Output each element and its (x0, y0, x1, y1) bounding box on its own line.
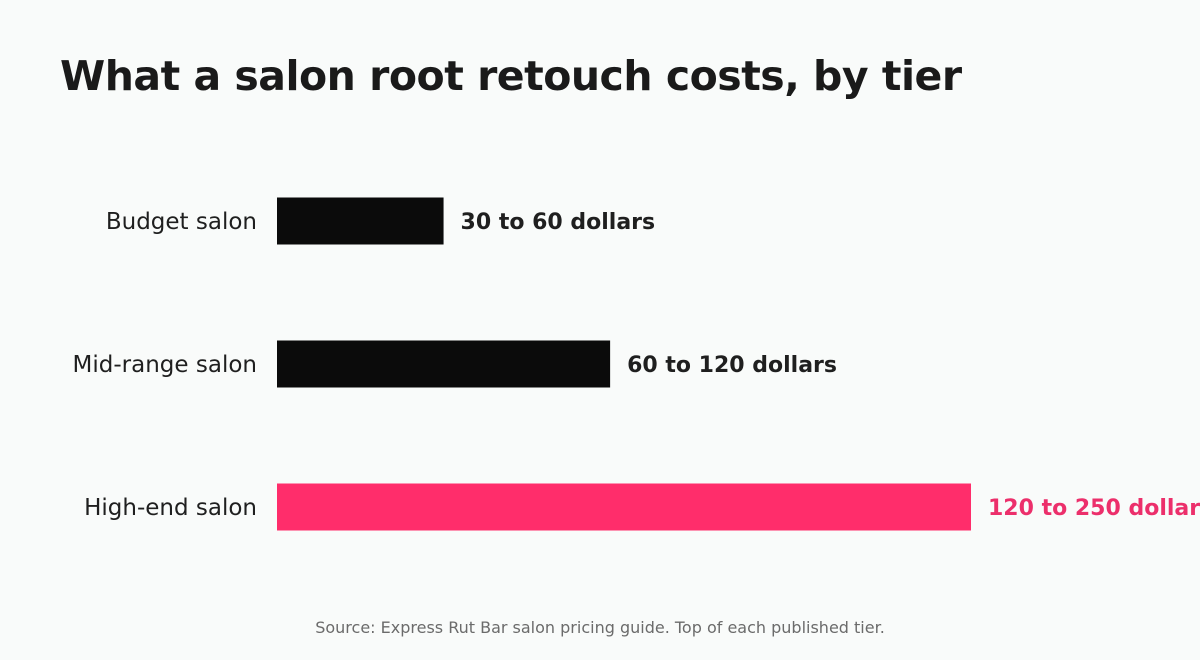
bar (277, 483, 971, 531)
bars-layer: Budget salon 30 to 60 dollars Mid-range sa… (73, 197, 1200, 531)
category-label: Mid-range salon (73, 352, 257, 378)
source-note: Source: Express Rut Bar salon pricing gu… (315, 618, 885, 637)
bar (277, 197, 444, 245)
category-label: High-end salon (84, 495, 257, 521)
value-label: 30 to 60 dollars (461, 210, 656, 235)
value-label: 120 to 250 dollars (988, 496, 1200, 521)
bar (277, 340, 611, 388)
value-label: 60 to 120 dollars (627, 353, 837, 378)
category-label: Budget salon (106, 209, 257, 235)
bar-chart: Budget salon 30 to 60 dollars Mid-range sa… (73, 197, 1200, 531)
chart-title: What a salon root retouch costs, by tier (60, 52, 962, 100)
